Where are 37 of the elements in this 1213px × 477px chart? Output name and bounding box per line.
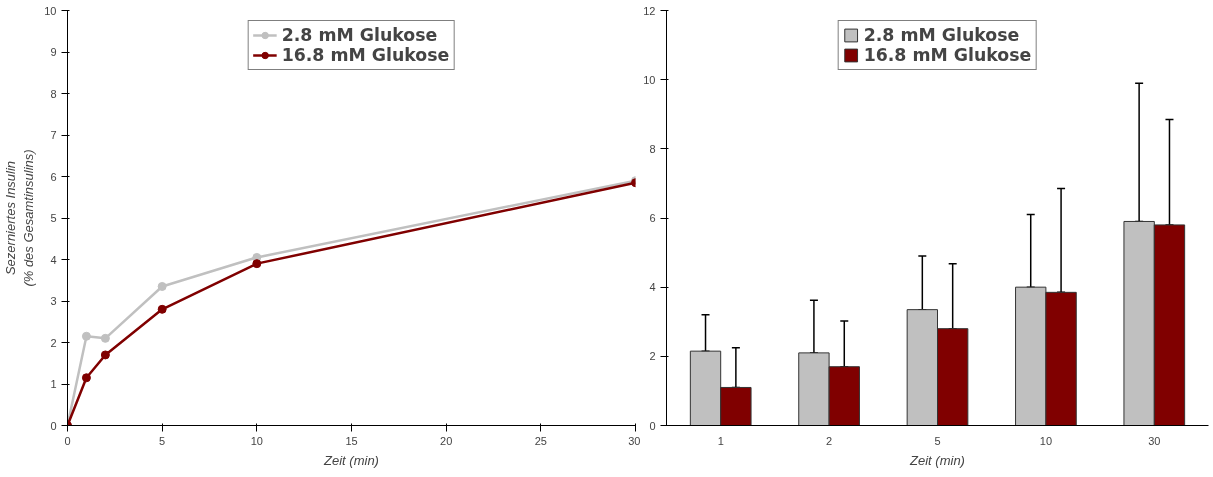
y-tick-label: 4 (649, 281, 656, 294)
y-tick-label: 7 (50, 129, 57, 141)
x-axis-title: Zeit (min) (323, 452, 379, 468)
x-axis-title: Zeit (min) (909, 452, 965, 468)
y-tick-label: 6 (50, 170, 57, 183)
y-axis-title: Sezerniertes Insulin (% des Gesamtinsulins) (3, 149, 37, 287)
y-tick-label: 8 (50, 87, 57, 100)
y-tick-label: 2 (50, 336, 57, 349)
y-tick-label: 10 (44, 4, 57, 17)
x-tick-label: 10 (250, 434, 263, 447)
y-tick-label: 4 (50, 253, 57, 266)
legend-label: 2.8 mM Glukose (863, 25, 1020, 45)
y-tick-label: 9 (50, 46, 57, 58)
x-tick-label: 25 (534, 434, 547, 447)
y-tick-label: 3 (50, 295, 57, 307)
y-tick-label: 2 (649, 350, 656, 363)
x-tick-label: 20 (440, 434, 453, 447)
x-tick-label: 2 (826, 434, 833, 447)
legend-label: 2.8 mM Glukose (281, 25, 438, 45)
y-tick-label: 0 (50, 419, 57, 432)
legend-label: 16.8 mM Glukose (863, 45, 1032, 65)
y-tick-label: 0 (649, 419, 656, 432)
y-tick-label: 10 (643, 73, 656, 86)
x-tick-label: 30 (1148, 434, 1161, 447)
x-tick-label: 5 (934, 434, 941, 447)
x-tick-label: 10 (1039, 434, 1053, 447)
x-tick-label: 15 (345, 434, 358, 447)
legend-label: 16.8 mM Glukose (281, 45, 450, 65)
y-tick-label: 12 (643, 4, 656, 17)
x-tick-label: 0 (64, 434, 71, 447)
x-tick-label: 30 (628, 434, 641, 447)
y-tick-label: 5 (50, 212, 57, 224)
x-tick-label: 1 (717, 434, 724, 447)
y-tick-label: 6 (649, 212, 656, 224)
x-tick-label: 5 (159, 434, 166, 447)
y-tick-label: 1 (50, 378, 57, 390)
y-tick-label: 8 (649, 142, 656, 155)
